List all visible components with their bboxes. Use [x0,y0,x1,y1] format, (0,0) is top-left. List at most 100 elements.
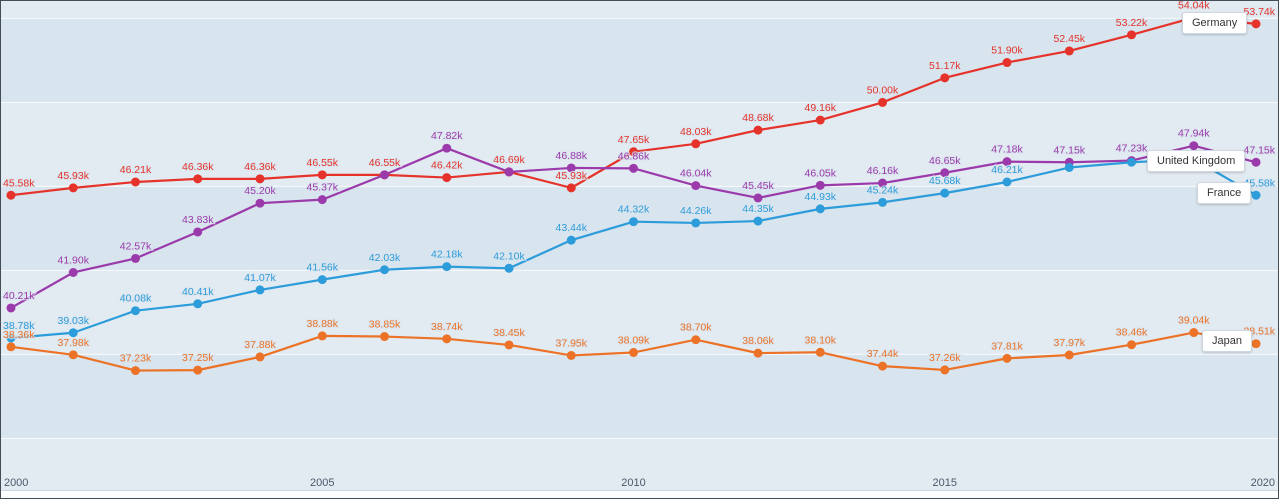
point-label: 51.90k [991,46,1023,57]
data-point-japan-2003[interactable] [193,365,203,375]
data-point-france-2014[interactable] [878,197,888,207]
data-point-france-2016[interactable] [1002,177,1012,187]
data-point-germany-2015[interactable] [940,73,950,83]
data-point-united-kingdom-2004[interactable] [255,198,265,208]
data-point-germany-2004[interactable] [255,174,265,184]
data-point-japan-2011[interactable] [691,335,701,345]
data-point-germany-2014[interactable] [878,97,888,107]
point-label: 39.03k [57,316,89,327]
data-point-united-kingdom-2000[interactable] [6,303,16,313]
point-label: 46.21k [991,165,1023,176]
data-point-france-2001[interactable] [68,328,78,338]
data-point-japan-2010[interactable] [629,348,639,357]
data-point-germany-2012[interactable] [753,125,763,135]
data-point-france-2006[interactable] [380,265,389,275]
data-point-united-kingdom-2005[interactable] [317,195,327,205]
data-point-france-2004[interactable] [255,285,265,295]
data-point-germany-2018[interactable] [1127,30,1137,40]
data-point-united-kingdom-2011[interactable] [691,181,701,191]
data-point-germany-2003[interactable] [193,174,203,184]
point-label: 38.74k [431,322,463,333]
point-label: 40.21k [3,291,35,302]
data-point-france-2015[interactable] [940,188,950,198]
data-point-japan-2000[interactable] [6,342,16,352]
data-point-united-kingdom-2020[interactable] [1251,157,1261,167]
data-point-france-2013[interactable] [815,204,825,214]
data-point-united-kingdom-2007[interactable] [442,143,452,153]
data-point-france-2003[interactable] [193,299,203,309]
point-label: 37.44k [867,349,899,360]
point-label: 47.65k [618,135,650,146]
data-point-united-kingdom-2012[interactable] [753,193,763,203]
data-point-france-2011[interactable] [691,218,701,228]
data-point-japan-2013[interactable] [815,347,825,357]
data-point-france-2007[interactable] [442,262,452,272]
data-point-germany-2011[interactable] [691,139,701,149]
data-point-japan-2016[interactable] [1002,353,1012,363]
data-point-germany-2000[interactable] [6,190,16,200]
point-label: 47.94k [1178,129,1210,140]
point-label: 44.32k [618,205,650,216]
data-point-germany-2005[interactable] [317,170,327,180]
data-point-united-kingdom-2013[interactable] [815,180,825,190]
data-point-united-kingdom-2009[interactable] [566,163,576,173]
data-point-france-2009[interactable] [566,235,576,245]
data-point-japan-2017[interactable] [1064,350,1074,360]
data-point-france-2017[interactable] [1064,163,1074,172]
data-point-france-2010[interactable] [629,217,639,227]
data-point-japan-2009[interactable] [566,350,576,360]
point-label: 38.06k [742,336,774,347]
point-label: 45.93k [556,171,588,182]
data-point-france-2020[interactable] [1251,190,1261,200]
data-point-france-2018[interactable] [1127,157,1137,167]
point-label: 46.36k [182,162,214,173]
plot-band [1,270,1278,355]
data-point-japan-2002[interactable] [130,366,140,376]
data-point-united-kingdom-2002[interactable] [130,253,140,263]
data-point-japan-2005[interactable] [317,331,327,341]
data-point-japan-2008[interactable] [504,340,514,350]
data-point-united-kingdom-2001[interactable] [68,268,78,277]
data-point-germany-2013[interactable] [815,115,825,125]
data-point-france-2008[interactable] [504,263,514,273]
data-point-germany-2016[interactable] [1002,58,1012,68]
data-point-united-kingdom-2014[interactable] [878,178,888,188]
data-point-japan-2019[interactable] [1189,328,1199,338]
point-label: 45.20k [244,186,276,197]
data-point-japan-2007[interactable] [442,334,452,344]
data-point-united-kingdom-2019[interactable] [1189,141,1199,151]
data-point-japan-2014[interactable] [878,361,888,371]
data-point-united-kingdom-2003[interactable] [193,227,203,237]
data-point-japan-2020[interactable] [1251,339,1261,349]
data-point-france-2005[interactable] [317,275,327,285]
data-point-france-2012[interactable] [753,216,763,226]
data-point-japan-2015[interactable] [940,365,950,375]
data-point-united-kingdom-2015[interactable] [940,168,950,178]
data-point-united-kingdom-2016[interactable] [1002,157,1012,167]
point-label: 46.04k [680,169,712,180]
point-label: 41.90k [57,256,89,267]
point-label: 38.78k [3,321,35,332]
data-point-japan-2006[interactable] [380,332,389,342]
data-point-germany-2017[interactable] [1064,46,1074,56]
data-point-united-kingdom-2008[interactable] [504,167,514,177]
data-point-germany-2007[interactable] [442,173,452,183]
point-label: 54.04k [1178,1,1210,12]
point-label: 38.70k [680,323,712,334]
data-point-france-2000[interactable] [6,333,16,343]
data-point-germany-2010[interactable] [629,147,639,157]
data-point-germany-2002[interactable] [130,177,140,187]
data-point-united-kingdom-2010[interactable] [629,163,639,173]
data-point-france-2002[interactable] [130,306,140,316]
data-point-japan-2018[interactable] [1127,340,1137,350]
point-label: 37.25k [182,353,214,364]
point-label: 47.82k [431,131,463,142]
data-point-germany-2009[interactable] [566,183,576,193]
data-point-germany-2020[interactable] [1251,19,1261,29]
data-point-germany-2001[interactable] [68,183,78,193]
data-point-japan-2012[interactable] [753,348,763,358]
data-point-united-kingdom-2006[interactable] [380,170,389,180]
data-point-japan-2001[interactable] [68,350,78,360]
data-point-japan-2004[interactable] [255,352,265,362]
